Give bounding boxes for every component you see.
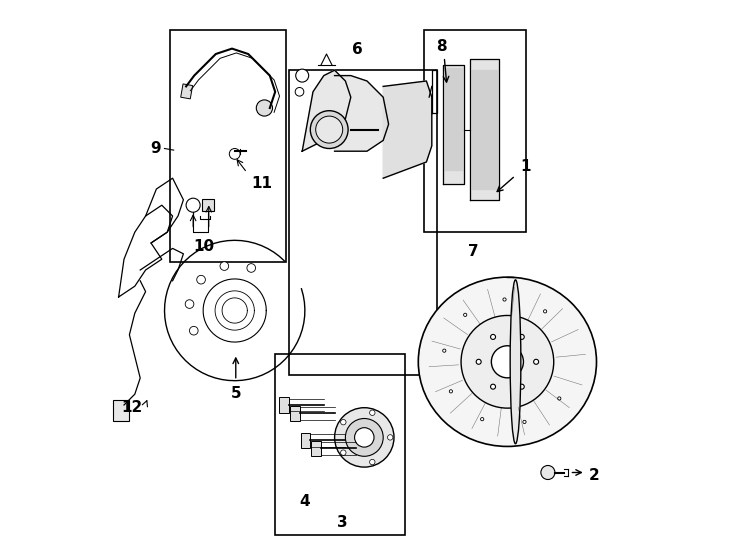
Circle shape (370, 460, 375, 465)
Circle shape (523, 420, 526, 423)
Circle shape (189, 326, 198, 335)
Circle shape (543, 310, 547, 313)
Ellipse shape (510, 280, 521, 444)
Circle shape (256, 100, 272, 116)
Text: 11: 11 (251, 176, 272, 191)
Circle shape (220, 262, 229, 271)
Text: 10: 10 (193, 239, 214, 254)
Text: 9: 9 (150, 141, 161, 156)
Circle shape (503, 298, 506, 301)
Circle shape (534, 359, 539, 364)
Circle shape (341, 420, 346, 425)
Polygon shape (443, 65, 464, 184)
Bar (181, 84, 192, 99)
Circle shape (310, 111, 348, 148)
Circle shape (490, 334, 495, 340)
Text: 12: 12 (122, 400, 143, 415)
Circle shape (476, 359, 482, 364)
Bar (424, 30, 526, 232)
Text: 4: 4 (299, 494, 310, 509)
Bar (288, 70, 437, 375)
Bar (279, 397, 288, 413)
Circle shape (185, 300, 194, 308)
Circle shape (519, 384, 524, 389)
Polygon shape (470, 59, 499, 200)
Polygon shape (446, 68, 462, 170)
Text: 6: 6 (352, 42, 363, 57)
Bar (170, 30, 286, 262)
Circle shape (229, 148, 240, 159)
Bar (301, 433, 310, 448)
Circle shape (558, 397, 561, 400)
Text: 3: 3 (338, 515, 348, 530)
Circle shape (341, 450, 346, 455)
Circle shape (295, 87, 304, 96)
Bar (275, 354, 404, 535)
Bar (113, 400, 129, 421)
Circle shape (491, 346, 523, 378)
Circle shape (335, 408, 394, 467)
Circle shape (464, 313, 467, 316)
Circle shape (481, 417, 484, 421)
Bar (203, 199, 214, 211)
Polygon shape (383, 81, 432, 178)
Circle shape (186, 198, 200, 212)
Circle shape (541, 465, 555, 480)
Text: 2: 2 (589, 468, 599, 483)
Bar (290, 406, 299, 421)
Circle shape (316, 116, 343, 143)
Ellipse shape (418, 277, 597, 447)
Text: 8: 8 (436, 39, 447, 54)
Polygon shape (335, 76, 388, 151)
Circle shape (247, 264, 255, 272)
Circle shape (355, 428, 374, 447)
Circle shape (197, 275, 206, 284)
Circle shape (370, 410, 375, 415)
Circle shape (346, 418, 383, 456)
Bar (311, 441, 321, 456)
Circle shape (519, 334, 524, 340)
Circle shape (443, 349, 446, 352)
Circle shape (296, 69, 309, 82)
Text: 5: 5 (230, 386, 241, 401)
Circle shape (388, 435, 393, 440)
Circle shape (490, 384, 495, 389)
Circle shape (449, 390, 453, 393)
Text: 1: 1 (520, 159, 531, 174)
Text: 7: 7 (468, 244, 479, 259)
Polygon shape (472, 70, 497, 189)
Polygon shape (302, 70, 351, 151)
Circle shape (461, 315, 553, 408)
